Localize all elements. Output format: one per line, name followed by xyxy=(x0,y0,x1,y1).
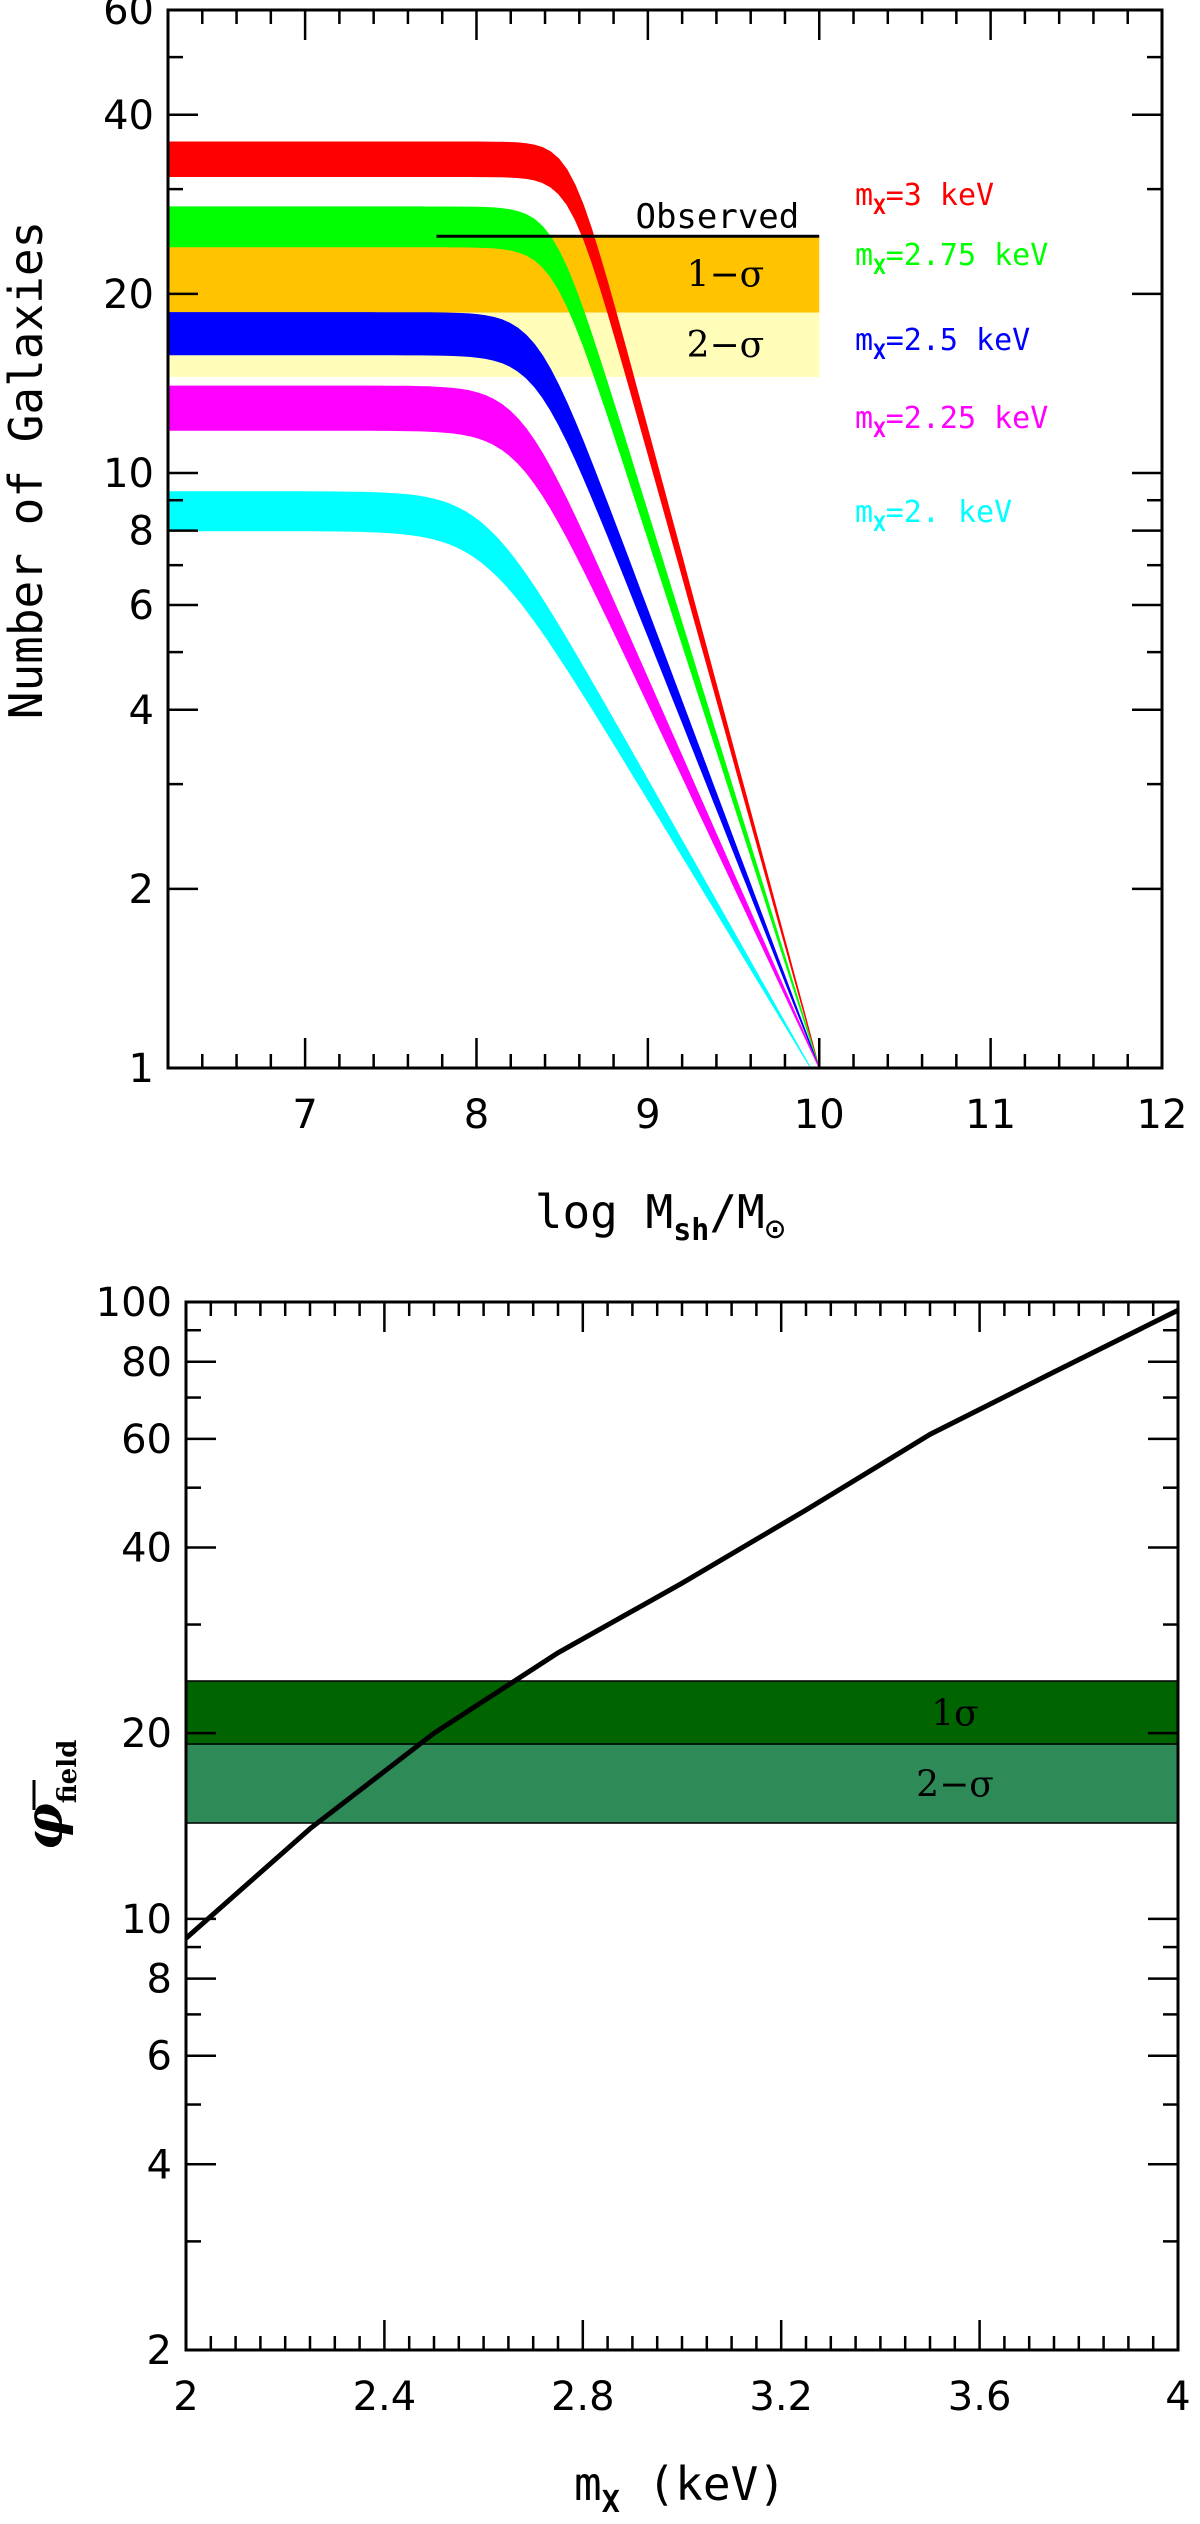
bottom-y-tick-label: 80 xyxy=(121,1340,172,1386)
observed-line-group: Observed xyxy=(436,197,820,238)
top-y-tick-label: 40 xyxy=(103,93,154,139)
bottom-y-tick-label: 8 xyxy=(147,1957,172,2003)
top-y-tick-label: 8 xyxy=(129,509,154,555)
bottom-x-tick-label: 4 xyxy=(1165,2374,1190,2420)
top-y-tick-label: 20 xyxy=(103,272,154,318)
top-y-tick-label: 2 xyxy=(129,867,154,913)
observed-label: Observed xyxy=(635,197,799,237)
top-series-group xyxy=(167,141,820,1069)
bottom-axis-ticks xyxy=(184,1300,1180,2352)
top-series-band-4 xyxy=(167,385,820,1069)
top-x-tick-label: 9 xyxy=(635,1092,660,1138)
top-axis-ticks xyxy=(166,8,1164,1070)
bottom-plot-frame xyxy=(184,1300,1180,2352)
bottom-tick-labels: 2 2.4 2.8 3.2 3.6 4 2 4 6 8 10 20 40 60 80 100 xyxy=(96,1280,1191,2420)
top-series-band-5 xyxy=(167,491,812,1069)
top-band-label: 1−σ xyxy=(687,254,765,295)
top-series-band-2 xyxy=(167,206,820,1069)
top-band-1sigma xyxy=(168,236,820,313)
top-x-tick-label: 11 xyxy=(965,1092,1016,1138)
top-x-tick-label: 7 xyxy=(292,1092,317,1138)
top-y-axis-label: Number of Galaxies xyxy=(0,221,53,720)
top-legend-entry: mX=2.75 keV xyxy=(855,238,1048,279)
bottom-y-tick-label: 60 xyxy=(121,1417,172,1463)
bottom-band-2sigma xyxy=(185,1743,1179,1824)
bottom-x-tick-label: 2 xyxy=(173,2374,198,2420)
bottom-y-tick-label: 20 xyxy=(121,1711,172,1757)
top-legend-entry: mX=2.25 keV xyxy=(855,401,1048,442)
top-y-tick-label: 60 xyxy=(103,0,154,34)
top-y-tick-label: 6 xyxy=(129,583,154,629)
bottom-x-tick-label: 3.2 xyxy=(749,2374,813,2420)
bottom-x-tick-label: 2.8 xyxy=(551,2374,615,2420)
bottom-y-tick-label: 4 xyxy=(147,2142,172,2188)
top-y-tick-label: 10 xyxy=(103,451,154,497)
bottom-y-tick-label: 100 xyxy=(96,1280,172,1326)
bottom-y-tick-label: 40 xyxy=(121,1525,172,1571)
bottom-y-tick-label: 10 xyxy=(121,1897,172,1943)
bottom-x-tick-label: 2.4 xyxy=(353,2374,417,2420)
top-legend: mX=3 keV mX=2.75 keV mX=2.5 keV mX=2.25 keV… xyxy=(855,178,1048,536)
bottom-y-tick-label: 2 xyxy=(147,2328,172,2374)
bottom-confidence-bands: 1σ 2−σ xyxy=(185,1680,1179,1824)
bottom-series-group xyxy=(184,1307,1180,1941)
top-x-tick-label: 8 xyxy=(464,1092,489,1138)
bottom-band-label: 1σ xyxy=(931,1694,978,1735)
top-x-tick-label: 12 xyxy=(1137,1092,1188,1138)
top-y-tick-label: 1 xyxy=(129,1046,154,1092)
bottom-series-line xyxy=(184,1307,1180,1941)
bottom-x-tick-label: 3.6 xyxy=(948,2374,1012,2420)
bottom-x-axis-label: mX (keV) xyxy=(574,2457,786,2520)
top-legend-entry: mX=3 keV xyxy=(855,178,994,219)
bottom-y-tick-label: 6 xyxy=(147,2034,172,2080)
top-x-tick-label: 10 xyxy=(794,1092,845,1138)
top-legend-entry: mX=2. keV xyxy=(855,495,1012,536)
top-band-label: 2−σ xyxy=(687,325,765,366)
top-x-axis-label: log Msh/M⊙ xyxy=(535,1185,785,1249)
bottom-band-1sigma xyxy=(185,1680,1179,1745)
bottom-y-axis-label: φfield xyxy=(14,1740,83,1851)
bottom-panel: 1σ 2−σ 2 2.4 2.8 3.2 3.6 4 2 4 6 8 10 20 40 60 80 100 φf… xyxy=(14,1280,1191,2520)
top-plot-frame xyxy=(166,8,1164,1070)
top-legend-entry: mX=2.5 keV xyxy=(855,323,1030,364)
bottom-band-label: 2−σ xyxy=(916,1765,994,1806)
top-y-tick-label: 4 xyxy=(129,688,154,734)
